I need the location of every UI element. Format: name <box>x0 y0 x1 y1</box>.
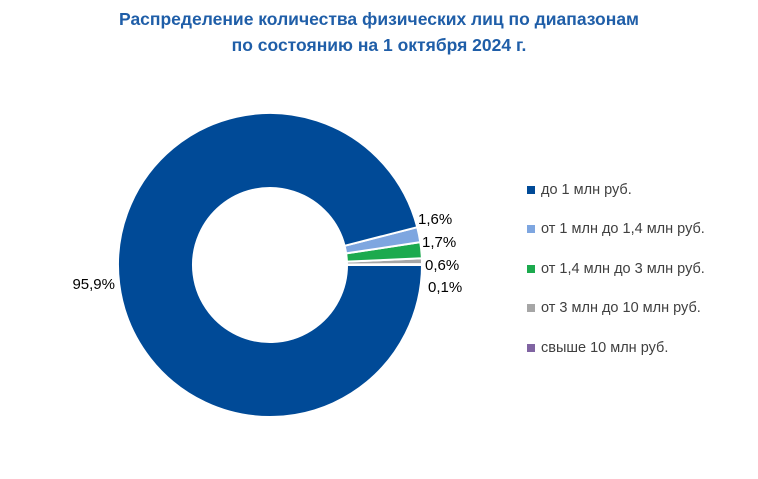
data-label: 0,1% <box>428 279 462 296</box>
legend: до 1 млн руб. от 1 млн до 1,4 млн руб. от … <box>527 170 705 368</box>
chart-title: Распределение количества физических лиц … <box>0 6 758 58</box>
chart-title-line2: по состоянию на 1 октября 2024 г. <box>231 35 527 55</box>
legend-item: от 1 млн до 1,4 млн руб. <box>527 210 705 250</box>
legend-label: свыше 10 млн руб. <box>541 339 669 356</box>
legend-swatch <box>527 264 535 273</box>
legend-item: до 1 млн руб. <box>527 170 705 210</box>
legend-label: до 1 млн руб. <box>541 181 632 198</box>
legend-item: от 3 млн до 10 млн руб. <box>527 289 705 329</box>
legend-label: от 1,4 млн до 3 млн руб. <box>541 260 705 277</box>
data-label: 95,9% <box>72 276 115 293</box>
legend-swatch <box>527 225 535 234</box>
legend-swatch <box>527 343 535 352</box>
data-label: 1,6% <box>418 211 452 228</box>
chart-title-line1: Распределение количества физических лиц … <box>119 9 639 29</box>
data-label: 0,6% <box>425 257 459 274</box>
data-label: 1,7% <box>422 234 456 251</box>
legend-label: от 1 млн до 1,4 млн руб. <box>541 221 705 238</box>
legend-swatch <box>527 185 535 194</box>
legend-item: от 1,4 млн до 3 млн руб. <box>527 249 705 289</box>
legend-swatch <box>527 304 535 313</box>
legend-label: от 3 млн до 10 млн руб. <box>541 300 701 317</box>
donut-slice <box>117 112 424 418</box>
legend-item: свыше 10 млн руб. <box>527 328 705 368</box>
